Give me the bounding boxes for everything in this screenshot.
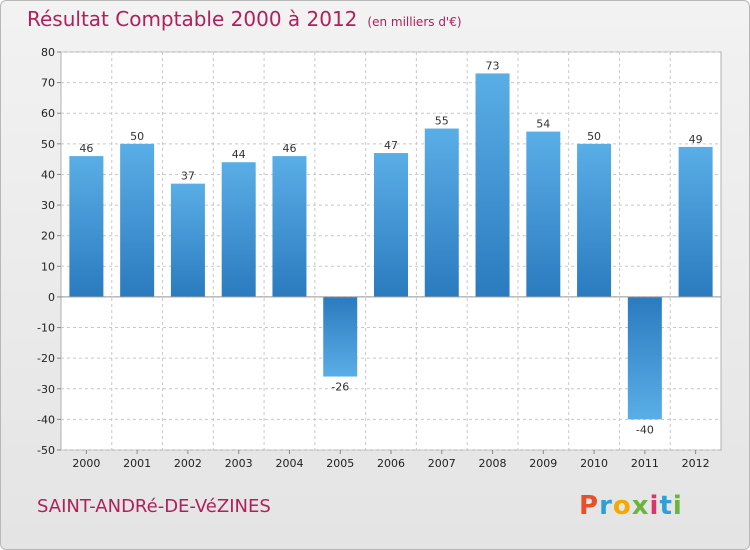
x-tick-label: 2011 bbox=[631, 457, 659, 470]
bar bbox=[374, 153, 408, 297]
y-tick-label: -40 bbox=[37, 413, 55, 426]
commune-name: SAINT-ANDRé-DE-VéZINES bbox=[37, 496, 271, 517]
title-unit: (en milliers d'€) bbox=[367, 15, 462, 29]
x-tick-label: 2001 bbox=[123, 457, 151, 470]
x-tick-label: 2004 bbox=[275, 457, 303, 470]
data-label: -40 bbox=[636, 423, 654, 436]
bar bbox=[475, 73, 510, 297]
bar bbox=[221, 162, 256, 297]
data-label: 49 bbox=[689, 133, 703, 146]
y-tick-label: 10 bbox=[41, 260, 55, 273]
data-label: 47 bbox=[384, 139, 398, 152]
data-label: 73 bbox=[486, 59, 500, 72]
x-tick-label: 2002 bbox=[174, 457, 202, 470]
y-tick-label: 30 bbox=[41, 199, 55, 212]
chart-title: Résultat Comptable 2000 à 2012 (en millie… bbox=[27, 7, 462, 31]
x-tick-label: 2003 bbox=[225, 457, 253, 470]
x-tick-label: 2006 bbox=[377, 457, 405, 470]
y-tick-label: 80 bbox=[41, 46, 55, 59]
data-label: -26 bbox=[331, 381, 349, 394]
bar bbox=[69, 156, 104, 297]
bar bbox=[526, 131, 561, 297]
bar bbox=[120, 143, 155, 297]
data-label: 54 bbox=[536, 118, 550, 131]
bar bbox=[424, 128, 459, 297]
data-label: 46 bbox=[282, 142, 296, 155]
x-tick-label: 2007 bbox=[428, 457, 456, 470]
bar bbox=[577, 143, 612, 297]
x-tick-label: 2010 bbox=[580, 457, 608, 470]
bar bbox=[272, 156, 307, 297]
x-tick-label: 2005 bbox=[326, 457, 354, 470]
title-text: Résultat Comptable 2000 à 2012 bbox=[27, 7, 358, 31]
bar bbox=[323, 296, 358, 377]
data-label: 55 bbox=[435, 115, 449, 128]
y-tick-label: 0 bbox=[48, 291, 55, 304]
proxiti-logo: Proxiti bbox=[579, 491, 683, 521]
y-tick-label: 40 bbox=[41, 168, 55, 181]
bar bbox=[678, 146, 713, 297]
y-tick-label: 20 bbox=[41, 230, 55, 243]
y-tick-label: -50 bbox=[37, 444, 55, 457]
bar bbox=[627, 296, 662, 420]
x-tick-label: 2012 bbox=[682, 457, 710, 470]
data-label: 46 bbox=[79, 142, 93, 155]
x-tick-label: 2009 bbox=[529, 457, 557, 470]
x-tick-label: 2008 bbox=[479, 457, 507, 470]
data-label: 50 bbox=[130, 130, 144, 143]
bar bbox=[170, 183, 205, 297]
y-tick-label: -10 bbox=[37, 322, 55, 335]
data-label: 44 bbox=[232, 148, 246, 161]
y-tick-label: 50 bbox=[41, 138, 55, 151]
data-label: 37 bbox=[181, 170, 195, 183]
y-tick-label: 70 bbox=[41, 77, 55, 90]
x-tick-label: 2000 bbox=[72, 457, 100, 470]
data-label: 50 bbox=[587, 130, 601, 143]
y-tick-label: 60 bbox=[41, 107, 55, 120]
y-tick-label: -20 bbox=[37, 352, 55, 365]
y-tick-label: -30 bbox=[37, 383, 55, 396]
